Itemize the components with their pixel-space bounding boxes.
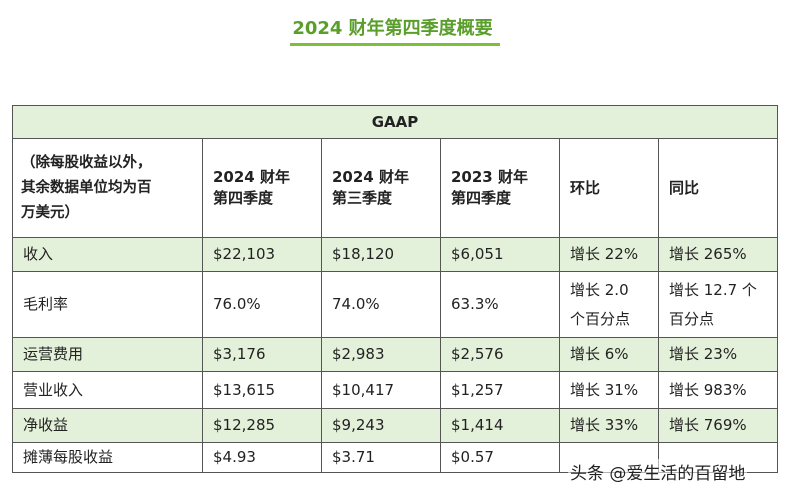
units-note-line: （除每股收益以外， (21, 154, 152, 171)
table-cell: 增长 23% (657, 337, 779, 372)
column-header-fy24-q3: 2024 财年 第三季度 (321, 138, 441, 238)
units-note-line: 万美元） (21, 204, 79, 221)
table-cell: 增长 33% (559, 408, 659, 443)
table-cell: 增长 22% (559, 237, 659, 272)
table-cell: $2,983 (321, 337, 441, 372)
column-header-yoy: 同比 (657, 138, 779, 238)
column-header-line: 2023 财年 (451, 168, 528, 186)
table-cell: $3.71 (321, 442, 441, 473)
section-header: GAAP (11, 105, 779, 139)
table-cell: 63.3% (440, 271, 560, 338)
table-cell: 增长 6% (559, 337, 659, 372)
units-note: （除每股收益以外， 其余数据单位均为百 万美元） (12, 138, 203, 238)
table-cell: $0.57 (440, 442, 560, 473)
page-title: 2024 财年第四季度概要 (292, 18, 493, 39)
column-header-line: 第四季度 (213, 189, 274, 207)
table-cell: 74.0% (321, 271, 441, 338)
row-label: 净收益 (12, 408, 203, 443)
table-cell: $4.93 (202, 442, 322, 473)
column-header-row: （除每股收益以外， 其余数据单位均为百 万美元） 2024 财年 第四季度 20… (12, 138, 779, 238)
column-header-line: 第三季度 (332, 189, 393, 207)
table-cell: 增长 769% (657, 408, 779, 443)
table-row: 收入 $22,103 $18,120 $6,051 增长 22% 增长 265% (12, 237, 779, 272)
gaap-summary-table: GAAP （除每股收益以外， 其余数据单位均为百 万美元） 2024 财年 第四… (11, 105, 779, 473)
row-label: 收入 (12, 237, 203, 272)
table-cell: $9,243 (321, 408, 441, 443)
table-cell: $13,615 (202, 371, 322, 409)
table-cell: 76.0% (202, 271, 322, 338)
table-row: 毛利率 76.0% 74.0% 63.3% 增长 2.0 个百分点 增长 12.… (12, 271, 779, 338)
column-header-line: 2024 财年 (332, 168, 409, 186)
table-cell: $1,257 (440, 371, 560, 409)
table-cell: 增长 31% (559, 371, 659, 409)
column-header-fy23-q4: 2023 财年 第四季度 (440, 138, 560, 238)
table-cell: $18,120 (321, 237, 441, 272)
table-row: 营业收入 $13,615 $10,417 $1,257 增长 31% 增长 98… (12, 371, 779, 409)
column-header-qoq: 环比 (559, 138, 659, 238)
column-header-line: 第四季度 (451, 189, 512, 207)
table-cell: 增长 983% (657, 371, 779, 409)
table-cell: 增长 12.7 个百分点 (657, 271, 779, 338)
units-note-line: 其余数据单位均为百 (21, 179, 152, 196)
table-cell: 增长 265% (657, 237, 779, 272)
table-cell: $1,414 (440, 408, 560, 443)
watermark: 头条 @爱生活的百留地 (568, 459, 748, 484)
row-label: 营业收入 (12, 371, 203, 409)
title-underline (290, 43, 500, 46)
section-header-row: GAAP (11, 105, 779, 139)
table-cell: $10,417 (321, 371, 441, 409)
table-cell: $6,051 (440, 237, 560, 272)
table-cell: $3,176 (202, 337, 322, 372)
table-cell: 增长 2.0 个百分点 (559, 271, 659, 338)
row-label: 毛利率 (12, 271, 203, 338)
table-row: 净收益 $12,285 $9,243 $1,414 增长 33% 增长 769% (12, 408, 779, 443)
table-row: 运营费用 $3,176 $2,983 $2,576 增长 6% 增长 23% (12, 337, 779, 372)
column-header-line: 2024 财年 (213, 168, 290, 186)
row-label: 摊薄每股收益 (12, 442, 203, 473)
table-cell: $12,285 (202, 408, 322, 443)
row-label: 运营费用 (12, 337, 203, 372)
column-header-fy24-q4: 2024 财年 第四季度 (202, 138, 322, 238)
table-cell: $22,103 (202, 237, 322, 272)
table-cell: $2,576 (440, 337, 560, 372)
